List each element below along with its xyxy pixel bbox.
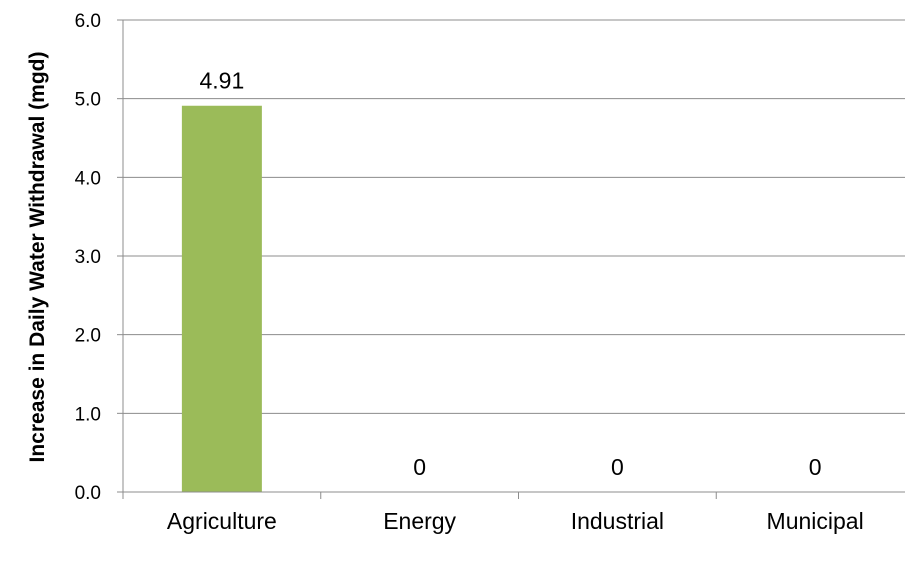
x-category-label: Agriculture bbox=[167, 508, 277, 534]
y-axis-title: Increase in Daily Water Withdrawal (mgd) bbox=[26, 52, 49, 463]
bars bbox=[181, 105, 262, 492]
x-category-label: Industrial bbox=[571, 508, 664, 534]
x-category-labels: Agriculture Energy Industrial Municipal bbox=[167, 508, 864, 534]
data-label: 0 bbox=[413, 454, 426, 480]
x-category-label: Municipal bbox=[767, 508, 864, 534]
y-tick-label: 1.0 bbox=[75, 404, 101, 425]
data-label: 0 bbox=[809, 454, 822, 480]
x-category-label: Energy bbox=[383, 508, 456, 534]
y-tick-label: 3.0 bbox=[75, 247, 101, 268]
y-tick-label: 4.0 bbox=[75, 168, 101, 189]
y-tick-label: 5.0 bbox=[75, 90, 101, 111]
data-label: 0 bbox=[611, 454, 624, 480]
y-tick-labels: 0.0 1.0 2.0 3.0 4.0 5.0 6.0 bbox=[75, 11, 101, 504]
bar-agriculture bbox=[181, 105, 262, 492]
y-tick-label: 0.0 bbox=[75, 483, 101, 504]
data-labels: 4.91 0 0 0 bbox=[199, 68, 821, 480]
y-tick-label: 6.0 bbox=[75, 11, 101, 32]
data-label: 4.91 bbox=[199, 68, 244, 94]
axes bbox=[117, 19, 905, 499]
y-tick-label: 2.0 bbox=[75, 326, 101, 347]
